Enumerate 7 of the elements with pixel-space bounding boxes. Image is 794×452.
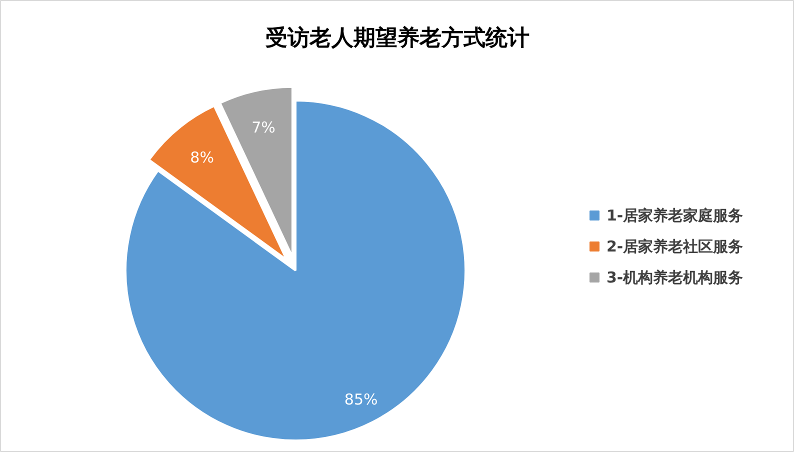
data-label: 8% bbox=[190, 148, 214, 167]
data-label: 7% bbox=[252, 118, 276, 136]
chart-title: 受访老人期望养老方式统计 bbox=[266, 25, 530, 51]
legend-label: 2-居家养老社区服务 bbox=[606, 238, 744, 256]
legend-label: 3-机构养老机构服务 bbox=[606, 268, 744, 286]
legend-label: 1-居家养老家庭服务 bbox=[606, 206, 744, 224]
data-label: 85% bbox=[344, 390, 378, 408]
